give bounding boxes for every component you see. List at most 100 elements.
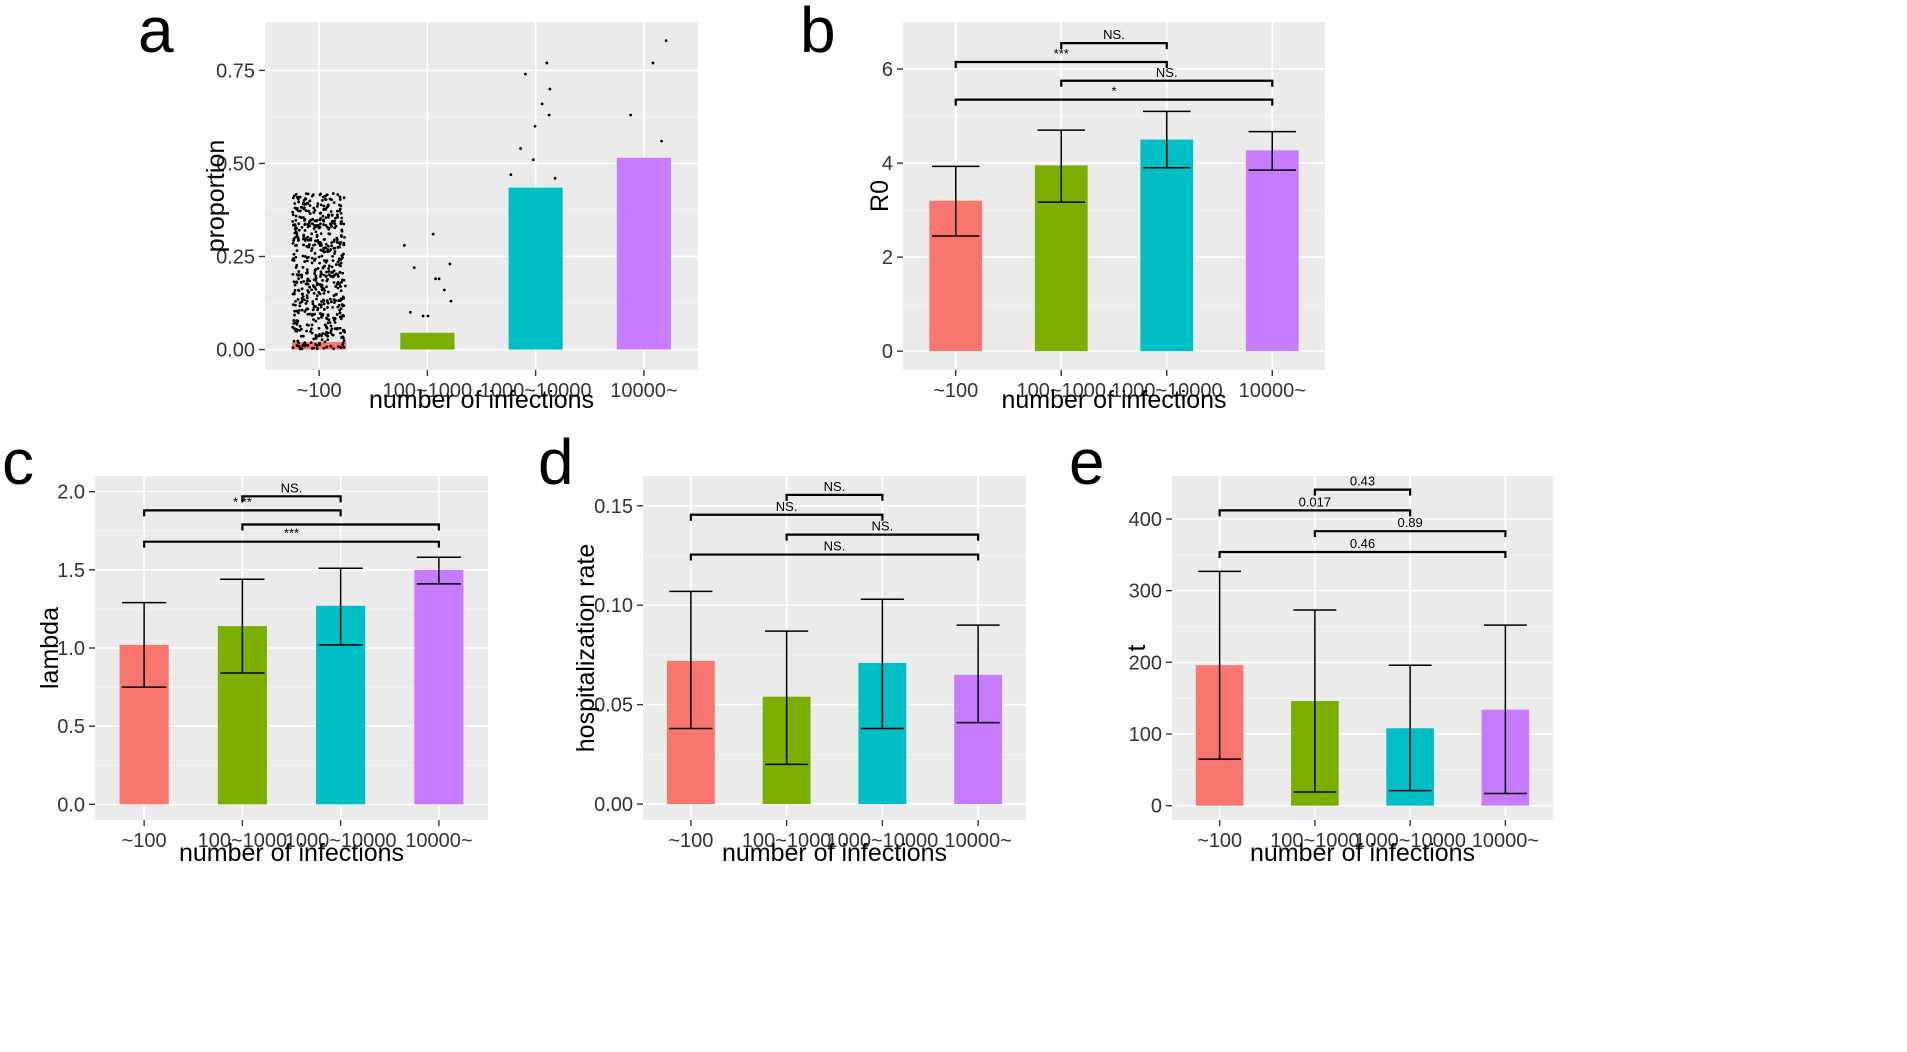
jitter-point [342, 297, 346, 300]
jitter-point [314, 319, 318, 323]
jitter-point [302, 243, 305, 247]
jitter-point [322, 219, 326, 223]
jitter-point [300, 226, 304, 229]
jitter-point [311, 308, 315, 312]
jitter-point [331, 259, 335, 262]
jitter-point [341, 343, 345, 347]
jitter-point [519, 147, 522, 150]
jitter-point [330, 241, 334, 245]
jitter-point [339, 264, 342, 268]
significance-bracket: * [954, 84, 1274, 106]
jitter-point [442, 288, 446, 292]
jitter-point [336, 280, 340, 284]
jitter-point [328, 222, 332, 226]
y-axis-label: R0 [866, 180, 894, 212]
significance-label: 0.46 [1350, 536, 1375, 551]
jitter-point [336, 193, 340, 196]
jitter-point [316, 282, 320, 286]
jitter-point [319, 270, 323, 274]
x-tick-label: 10000~ [944, 830, 1011, 852]
jitter-point [325, 285, 328, 289]
jitter-point [302, 207, 306, 211]
jitter-point [306, 223, 310, 226]
jitter-point [340, 280, 343, 284]
jitter-point [340, 256, 344, 260]
jitter-point [293, 206, 297, 210]
jitter-point [292, 280, 296, 284]
jitter-point [294, 300, 297, 303]
jitter-point [322, 302, 326, 306]
jitter-point [314, 279, 318, 283]
bracket-line [143, 540, 440, 548]
jitter-point [326, 290, 330, 294]
jitter-point [301, 254, 305, 258]
jitter-point [332, 318, 336, 322]
jitter-point [329, 300, 333, 304]
jitter-point [301, 344, 305, 347]
jitter-point [297, 274, 300, 277]
bracket-line [785, 493, 884, 501]
jitter-point [296, 236, 300, 240]
jitter-point [326, 213, 330, 217]
jitter-point [334, 263, 338, 267]
y-tick-label: 0.15 [594, 496, 633, 518]
jitter-point [316, 204, 319, 208]
jitter-point [329, 274, 333, 278]
jitter-point [342, 196, 346, 200]
jitter-point [294, 255, 298, 259]
jitter-point [310, 194, 314, 198]
jitter-point [337, 258, 341, 262]
jitter-point [316, 238, 320, 242]
jitter-point [292, 259, 296, 262]
jitter-point [426, 314, 430, 318]
jitter-point [325, 279, 329, 283]
jitter-point [312, 318, 315, 321]
significance-bracket: NS. [785, 519, 980, 541]
error-bar [122, 601, 167, 688]
jitter-point [306, 307, 310, 311]
jitter-point [299, 280, 303, 284]
jitter-point [291, 346, 295, 350]
jitter-point [295, 232, 299, 235]
jitter-point [319, 203, 323, 207]
jitter-point [317, 242, 321, 246]
jitter-point [339, 285, 342, 288]
jitter-point [334, 285, 338, 288]
jitter-point [547, 113, 551, 117]
jitter-point [319, 275, 322, 278]
jitter-point [294, 214, 298, 218]
jitter-point [293, 202, 297, 205]
x-tick-label: 10000~ [405, 830, 472, 852]
jitter-point [316, 202, 320, 206]
jitter-point [297, 238, 300, 242]
jitter-point [340, 229, 344, 233]
jitter-point [324, 246, 327, 250]
significance-bracket: NS. [241, 480, 342, 503]
jitter-point [338, 311, 342, 315]
jitter-point [340, 254, 344, 258]
x-tick-label: 100~1000 [1016, 380, 1106, 402]
jitter-point [325, 317, 329, 321]
jitter-point [321, 312, 325, 316]
bracket-line [241, 523, 440, 531]
jitter-point [313, 225, 317, 229]
jitter-point [322, 204, 326, 208]
jitter-point [294, 303, 297, 307]
jitter-point [320, 198, 324, 202]
jitter-point [298, 215, 302, 219]
jitter-point [314, 305, 318, 308]
y-axis-label: t [1123, 644, 1151, 651]
jitter-point [301, 292, 304, 296]
jitter-point [305, 296, 309, 300]
jitter-point [310, 331, 314, 335]
jitter-point [331, 254, 334, 258]
jitter-point [318, 283, 322, 286]
jitter-point [301, 265, 305, 269]
jitter-point [323, 259, 326, 262]
jitter-point [312, 206, 316, 210]
jitter-point [402, 243, 406, 247]
jitter-point [306, 235, 310, 239]
jitter-point [344, 284, 347, 288]
jitter-point [304, 209, 308, 212]
